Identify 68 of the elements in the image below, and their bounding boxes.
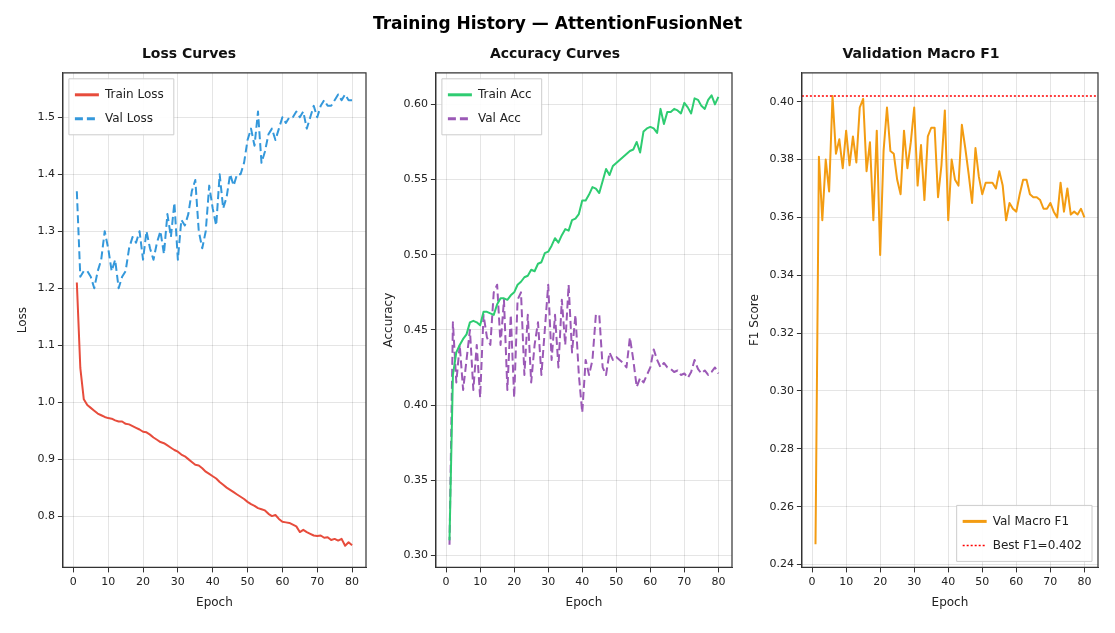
x-tick-label: 10 [101,574,116,588]
chart-title: Loss Curves [141,45,237,62]
y-tick-label: 0.30 [769,383,794,397]
x-tick-label: 10 [839,574,854,588]
y-axis-title: F1 Score [747,294,762,347]
x-axis-title: Epoch [565,594,603,609]
x-tick-label: 60 [1009,574,1024,588]
legend-label: Train Acc [476,86,532,101]
x-tick-label: 40 [941,574,956,588]
y-tick-label: 0.26 [769,499,794,513]
x-tick-label: 60 [643,574,658,588]
x-tick-label: 70 [677,574,692,588]
y-tick-label: 0.45 [403,322,428,336]
x-tick-label: 20 [136,574,151,588]
x-tick-label: 30 [907,574,922,588]
y-tick-label: 1.3 [37,224,55,238]
x-tick-label: 0 [808,574,816,588]
y-tick-label: 0.24 [769,557,794,571]
legend-label: Val Macro F1 [992,513,1070,528]
y-tick-label: 0.28 [769,441,794,455]
x-tick-label: 70 [310,574,325,588]
x-tick-label: 50 [240,574,255,588]
x-tick-label: 60 [275,574,290,588]
y-tick-label: 0.55 [403,172,428,186]
chart-title: Accuracy Curves [489,45,621,62]
y-tick-label: 0.32 [769,325,794,339]
x-tick-label: 40 [205,574,220,588]
x-tick-label: 80 [1077,574,1092,588]
legend-label: Best F1=0.402 [992,537,1083,552]
y-tick-label: 0.9 [37,451,55,465]
y-tick-label: 0.40 [403,397,428,411]
x-tick-label: 30 [541,574,556,588]
y-tick-label: 0.8 [37,508,55,522]
y-tick-label: 0.38 [769,152,794,166]
y-tick-label: 1.5 [37,110,55,124]
x-axis-title: Epoch [931,594,969,609]
y-tick-label: 0.60 [403,97,428,111]
x-tick-label: 80 [345,574,360,588]
x-tick-label: 50 [609,574,624,588]
text: Training History — AttentionFusionNet [371,12,744,35]
x-tick-label: 20 [873,574,888,588]
x-tick-label: 80 [711,574,726,588]
y-tick-label: 1.2 [37,281,55,295]
legend-label: Val Acc [477,110,521,125]
y-tick-label: 1.4 [37,167,55,181]
x-tick-label: 30 [170,574,185,588]
y-axis-title: Accuracy [381,292,396,348]
y-tick-label: 0.40 [769,94,794,108]
y-tick-label: 0.30 [403,548,428,562]
x-tick-label: 10 [473,574,488,588]
x-tick-label: 50 [975,574,990,588]
y-tick-label: 0.36 [769,210,794,224]
y-tick-label: 1.0 [37,395,55,409]
x-tick-label: 40 [575,574,590,588]
y-axis-title: Loss [15,306,30,334]
y-tick-label: 0.34 [769,268,794,282]
x-tick-label: 20 [507,574,522,588]
x-tick-label: 0 [442,574,450,588]
line-series [448,283,720,546]
y-tick-label: 0.50 [403,247,428,261]
chart-title: Validation Macro F1 [842,45,1000,62]
legend-label: Val Loss [104,110,153,125]
legend-label: Train Loss [103,86,164,101]
x-tick-label: 70 [1043,574,1058,588]
x-axis-title: Epoch [196,594,233,609]
y-tick-label: 1.1 [37,338,55,352]
x-tick-label: 0 [69,574,77,588]
y-tick-label: 0.35 [403,473,428,487]
